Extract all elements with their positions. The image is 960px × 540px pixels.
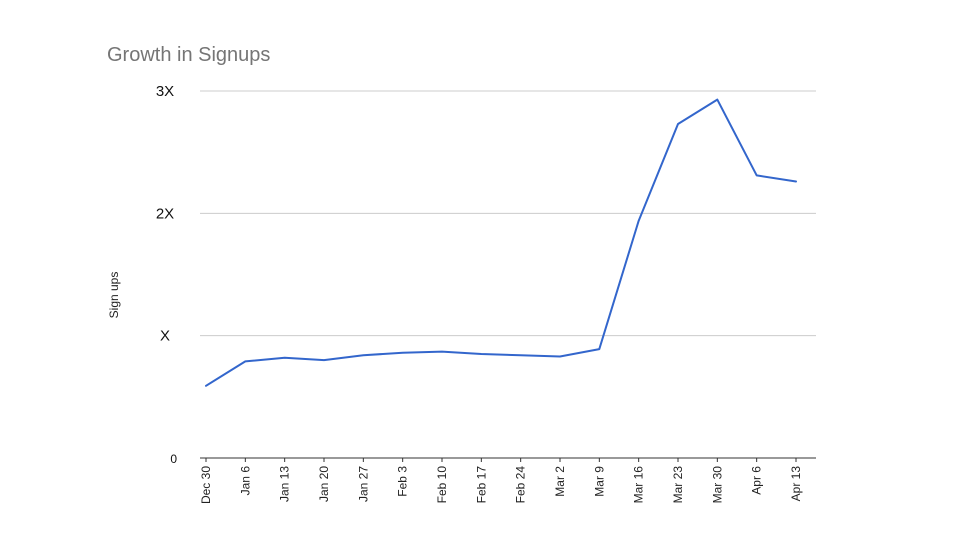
x-tick-label: Mar 2 bbox=[553, 466, 567, 497]
gridlines bbox=[200, 90, 816, 459]
x-tick-label: Jan 6 bbox=[238, 466, 252, 496]
x-tick-label: Feb 3 bbox=[396, 466, 410, 497]
y-tick-label: 0 bbox=[170, 452, 177, 466]
y-tick-label: X bbox=[160, 328, 170, 345]
x-tick-label: Mar 23 bbox=[671, 466, 685, 504]
x-tick-label: Jan 27 bbox=[356, 466, 370, 502]
x-tick-label: Feb 24 bbox=[514, 466, 528, 504]
x-tick-label: Feb 17 bbox=[474, 466, 488, 504]
x-tick-label: Mar 16 bbox=[632, 466, 646, 504]
x-tick-label: Mar 9 bbox=[592, 466, 606, 497]
y-tick-labels: 0 X 2X 3X bbox=[156, 83, 177, 466]
chart-title: Growth in Signups bbox=[107, 44, 271, 66]
x-tick-labels: Dec 30 Jan 6 Jan 13 Jan 20 Jan 27 Feb 3 Feb 10… bbox=[199, 458, 803, 504]
x-tick-label: Dec 30 bbox=[199, 466, 213, 504]
x-tick-label: Apr 6 bbox=[750, 466, 764, 495]
y-tick-label: 2X bbox=[156, 205, 174, 222]
x-tick-label: Jan 20 bbox=[317, 466, 331, 502]
x-tick-label: Mar 30 bbox=[710, 466, 724, 504]
series-line bbox=[205, 98, 797, 387]
x-tick-label: Apr 13 bbox=[789, 466, 803, 502]
series-layer bbox=[205, 98, 797, 387]
x-tick-label: Feb 10 bbox=[435, 466, 449, 504]
x-tick-label: Jan 13 bbox=[278, 466, 292, 502]
y-tick-label: 3X bbox=[156, 83, 174, 100]
